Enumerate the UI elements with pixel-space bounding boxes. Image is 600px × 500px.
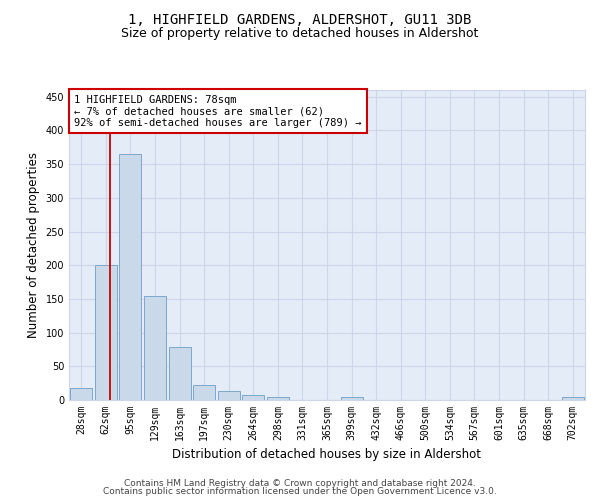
Text: 1 HIGHFIELD GARDENS: 78sqm
← 7% of detached houses are smaller (62)
92% of semi-: 1 HIGHFIELD GARDENS: 78sqm ← 7% of detac…: [74, 94, 362, 128]
Bar: [193, 385, 215, 400]
Y-axis label: Number of detached properties: Number of detached properties: [27, 152, 40, 338]
Bar: [267, 398, 289, 400]
Bar: [341, 398, 362, 400]
Bar: [169, 348, 191, 400]
Bar: [562, 398, 584, 400]
X-axis label: Distribution of detached houses by size in Aldershot: Distribution of detached houses by size …: [173, 448, 482, 462]
Text: Contains HM Land Registry data © Crown copyright and database right 2024.: Contains HM Land Registry data © Crown c…: [124, 478, 476, 488]
Text: 1, HIGHFIELD GARDENS, ALDERSHOT, GU11 3DB: 1, HIGHFIELD GARDENS, ALDERSHOT, GU11 3D…: [128, 12, 472, 26]
Text: Contains public sector information licensed under the Open Government Licence v3: Contains public sector information licen…: [103, 487, 497, 496]
Bar: [218, 391, 240, 400]
Bar: [95, 265, 117, 400]
Text: Size of property relative to detached houses in Aldershot: Size of property relative to detached ho…: [121, 28, 479, 40]
Bar: [119, 154, 142, 400]
Bar: [144, 296, 166, 400]
Bar: [70, 388, 92, 400]
Bar: [242, 394, 265, 400]
